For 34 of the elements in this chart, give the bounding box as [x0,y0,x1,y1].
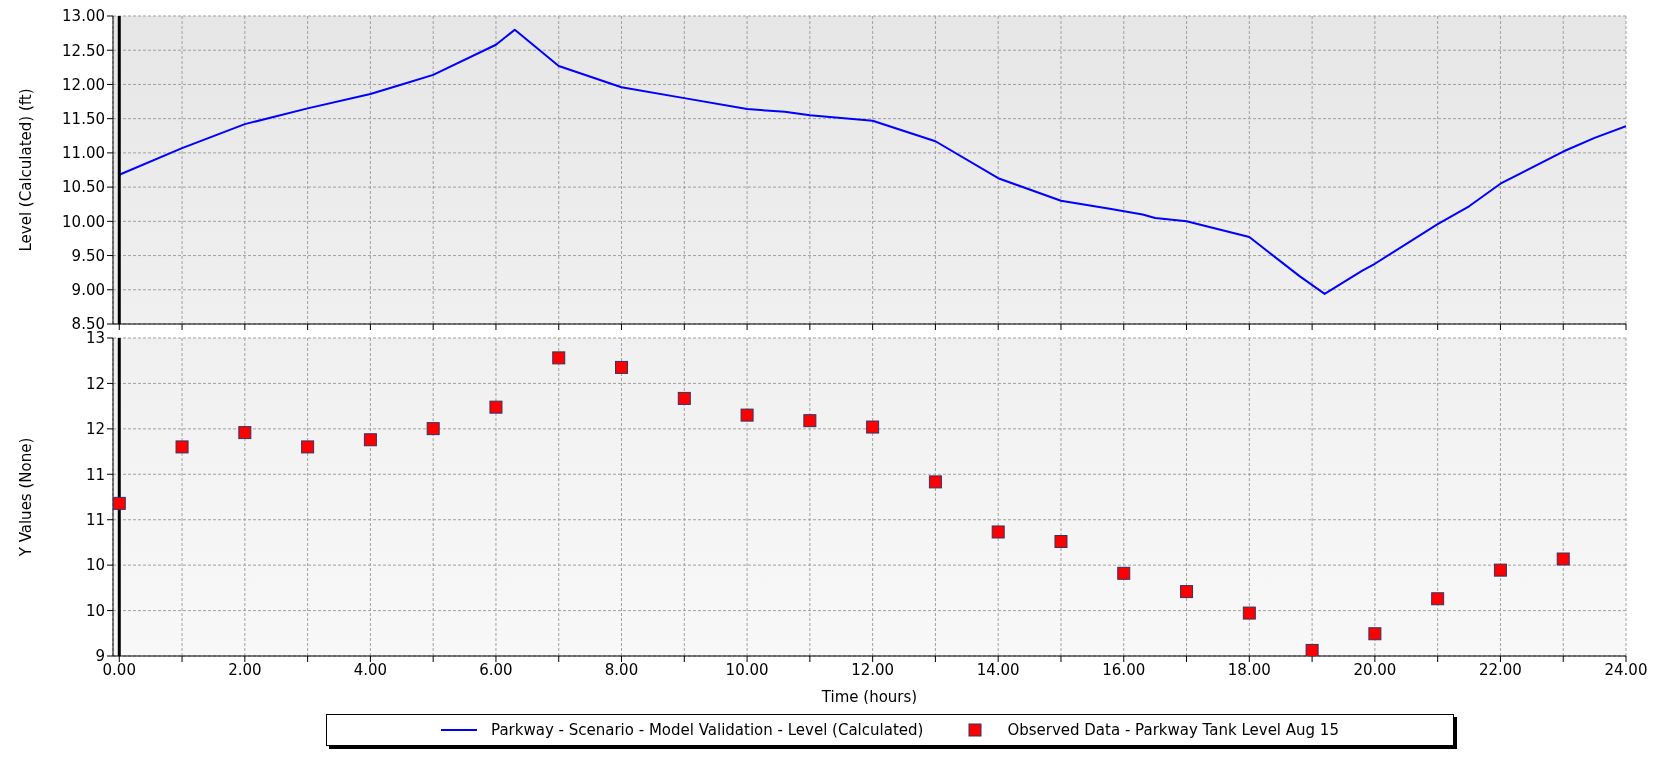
y-tick-label: 11.50 [62,109,105,128]
y-tick-label: 12 [85,420,105,439]
y-tick-label: 12.50 [62,41,105,60]
y-tick-label: 10 [85,601,105,620]
legend-label: Observed Data - Parkway Tank Level Aug 15 [1007,721,1339,739]
legend-label: Parkway - Scenario - Model Validation - Level (Calculated) [491,721,924,739]
y-tick-label: 11 [85,511,105,530]
x-tick-label: 4.00 [353,660,388,679]
x-tick-label: 24.00 [1604,660,1648,679]
x-tick-label: 12.00 [851,660,895,679]
x-tick-label: 14.00 [976,660,1020,679]
y-tick-label: 11 [85,465,105,484]
x-axis-title: Time (hours) [820,688,918,706]
x-tick-label: 18.00 [1227,660,1271,679]
y-tick-label: 13.00 [62,7,105,26]
y-tick-label: 12.00 [62,75,105,94]
x-tick-label: 10.00 [725,660,769,679]
y-tick-label: 10 [85,556,105,575]
x-tick-label: 2.00 [228,660,262,679]
y-axis-title: Level (Calculated) (ft) [17,88,36,252]
x-tick-label: 0.00 [102,660,136,679]
x-tick-label: 20.00 [1353,660,1397,679]
y-tick-label: 9.50 [71,246,105,265]
y-tick-label: 10.00 [62,212,105,231]
x-tick-label: 16.00 [1102,660,1146,679]
y-tick-label: 9 [95,647,105,666]
x-tick-label: 6.00 [479,660,513,679]
y-tick-label: 10.50 [62,178,105,197]
y-tick-label: 11.00 [62,144,105,163]
x-tick-label: 8.00 [604,660,639,679]
y-tick-label: 9.00 [71,281,105,300]
y-axis-title: Y Values (None) [17,437,36,558]
x-tick-label: 22.00 [1478,660,1522,679]
y-tick-label: 12 [85,374,105,393]
